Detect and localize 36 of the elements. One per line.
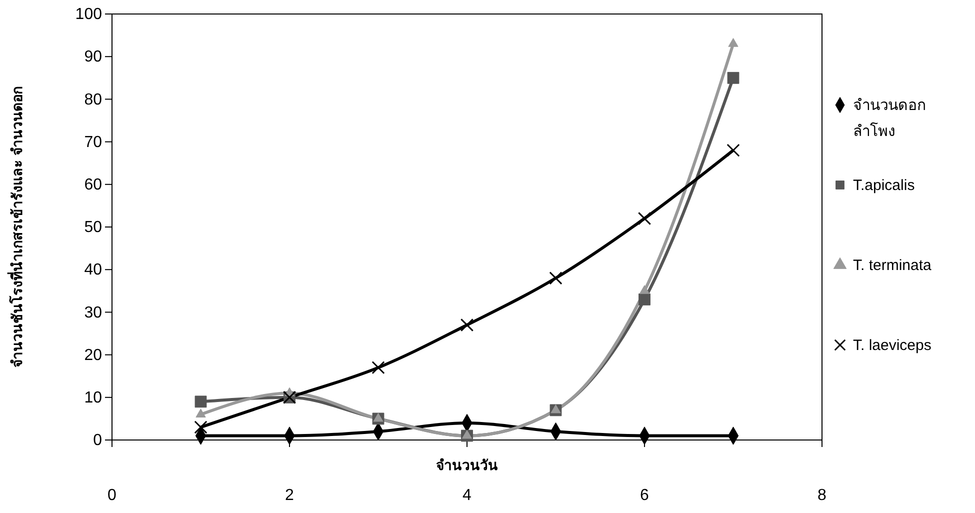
- y-tick-label: 90: [84, 48, 102, 66]
- legend-label: T.apicalis: [853, 177, 915, 194]
- x-tick-label: 8: [818, 487, 827, 504]
- x-axis-title: จำนวนวัน: [436, 457, 498, 473]
- point: [460, 318, 474, 332]
- x-tick-label: 4: [462, 487, 472, 504]
- y-tick-label: 20: [84, 346, 102, 364]
- point: [728, 38, 738, 47]
- point: [194, 420, 208, 434]
- x-tick-label: 0: [108, 487, 117, 504]
- legend-label: จำนวนดอก ลำโพง: [853, 97, 926, 140]
- y-tick-label: 30: [84, 304, 102, 322]
- y-tick-label: 100: [75, 6, 102, 24]
- point: [550, 404, 561, 414]
- legend-label: T. laeviceps: [853, 337, 932, 354]
- y-tick-label: 80: [84, 91, 102, 108]
- point: [462, 430, 472, 439]
- point: [549, 272, 562, 285]
- x-tick-label: 6: [640, 487, 650, 504]
- point: [373, 412, 384, 422]
- point: [639, 285, 650, 294]
- point: [638, 293, 650, 306]
- y-tick-label: 40: [84, 262, 102, 279]
- point: [727, 72, 740, 84]
- point: [196, 408, 206, 418]
- y-tick-label: 50: [84, 219, 102, 236]
- point: [372, 361, 385, 374]
- y-tick-label: 60: [84, 176, 102, 194]
- y-tick-label: 0: [93, 432, 102, 450]
- legend-label: T. terminata: [853, 257, 932, 274]
- point: [726, 144, 740, 157]
- y-axis-title: จำนวนชันโรงที่นำเกสรเข้ารังและ จำนวนดอก: [7, 86, 25, 368]
- x-tick-label: 2: [285, 487, 294, 504]
- y-tick-label: 10: [84, 390, 102, 407]
- y-tick-label: 70: [84, 134, 102, 151]
- point: [194, 396, 207, 408]
